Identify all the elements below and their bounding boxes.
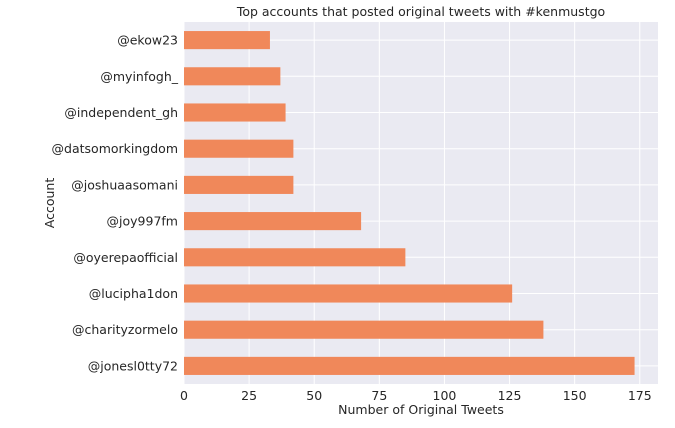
bar-datsomorkingdom	[184, 139, 294, 158]
bar-myinfogh_	[184, 67, 281, 86]
y-tick-label: @charityzormelo	[72, 322, 178, 337]
x-tick-label: 125	[498, 388, 522, 403]
chart-title: Top accounts that posted original tweets…	[236, 4, 605, 19]
bars	[184, 31, 635, 375]
x-tick-label: 75	[371, 388, 387, 403]
x-axis-label: Number of Original Tweets	[338, 402, 504, 417]
x-tick-label: 50	[306, 388, 322, 403]
bar-joshuaasomani	[184, 175, 294, 194]
y-tick-label: @joy997fm	[107, 214, 178, 229]
y-tick-label: @ekow23	[117, 33, 178, 48]
bar-lucipha1don	[184, 284, 513, 303]
y-tick-label: @jonesl0tty72	[88, 358, 178, 373]
y-tick-label: @joshuaasomani	[71, 177, 178, 192]
bar-joy997fm	[184, 212, 362, 231]
bar-independent_gh	[184, 103, 286, 122]
bar-oyerepaofficial	[184, 248, 406, 267]
bar-jonesl0tty72	[184, 356, 635, 375]
x-tick-label: 150	[563, 388, 587, 403]
x-tick-label: 0	[180, 388, 188, 403]
y-tick-labels: @jonesl0tty72 @charityzormelo @lucipha1don…	[52, 33, 179, 374]
x-tick-label: 100	[433, 388, 457, 403]
y-tick-label: @lucipha1don	[89, 286, 178, 301]
bar-charityzormelo	[184, 320, 544, 339]
y-axis-label: Account	[42, 178, 57, 229]
y-tick-label: @datsomorkingdom	[52, 141, 178, 156]
bar-ekow23	[184, 31, 270, 50]
x-tick-labels: 0 25 50 75 100 125 150 175	[180, 388, 652, 403]
x-tick-label: 175	[628, 388, 652, 403]
y-tick-label: @independent_gh	[64, 105, 178, 120]
y-tick-label: @myinfogh_	[100, 69, 178, 84]
y-tick-label: @oyerepaofficial	[73, 250, 178, 265]
x-tick-label: 25	[241, 388, 257, 403]
